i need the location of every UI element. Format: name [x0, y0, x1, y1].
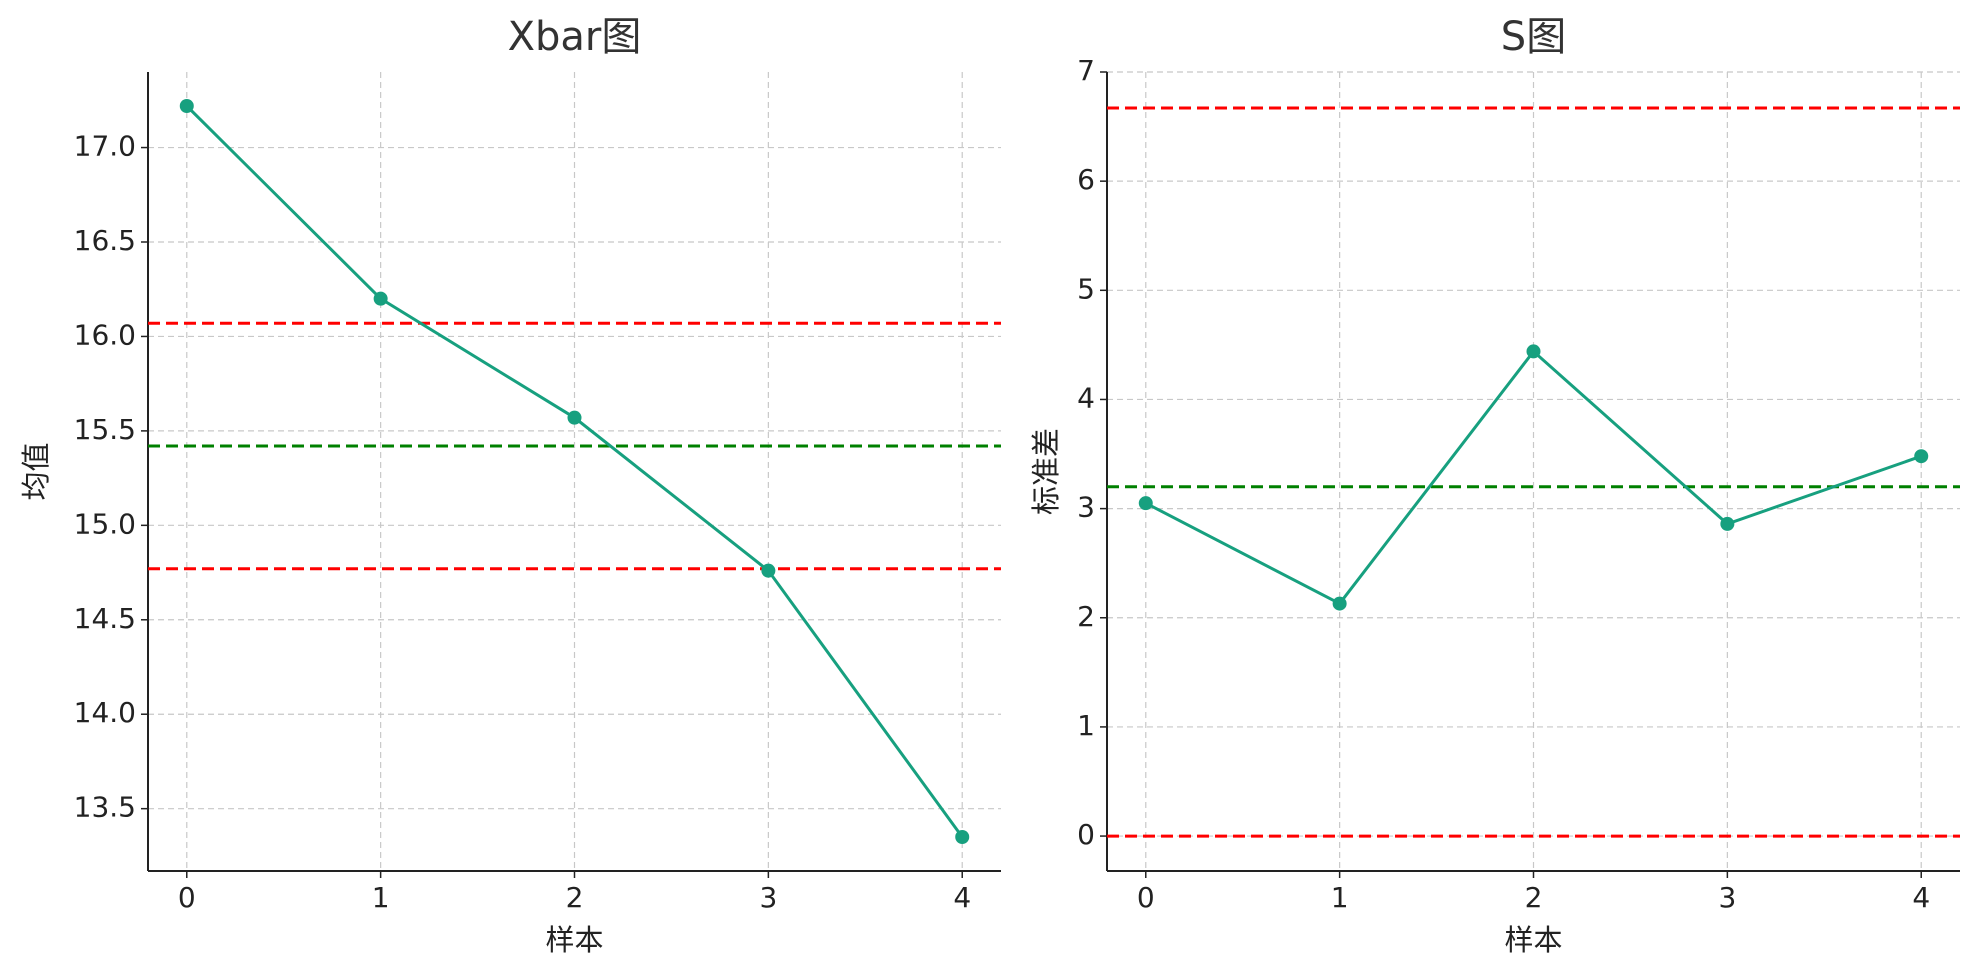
y-tick-label: 16.0	[74, 318, 136, 351]
y-tick-label: 15.0	[74, 507, 136, 540]
y-tick-label: 3	[1077, 491, 1095, 524]
chart-title: Xbar图	[508, 14, 642, 60]
y-tick-label: 0	[1077, 818, 1095, 851]
y-tick-label: 5	[1077, 272, 1095, 305]
x-axis-label: 样本	[1504, 923, 1562, 957]
y-tick-label: 15.5	[74, 413, 136, 446]
x-tick-label: 1	[1331, 881, 1349, 914]
x-tick-label: 2	[1525, 881, 1543, 914]
data-point	[761, 563, 776, 578]
y-tick-label: 7	[1077, 54, 1095, 87]
x-tick-label: 0	[178, 881, 196, 914]
y-axis-label: 均值	[19, 442, 53, 500]
y-tick-label: 13.5	[74, 791, 136, 824]
y-tick-label: 14.5	[74, 602, 136, 635]
x-axis-label: 样本	[545, 923, 603, 957]
chart-title: S图	[1501, 14, 1566, 60]
x-tick-label: 1	[372, 881, 390, 914]
x-tick-label: 0	[1137, 881, 1155, 914]
data-point	[1526, 344, 1541, 359]
x-tick-label: 2	[566, 881, 584, 914]
data-point	[179, 99, 194, 113]
y-tick-label: 16.5	[74, 224, 136, 257]
data-point	[955, 830, 970, 844]
data-point	[373, 291, 388, 306]
data-point	[567, 410, 582, 425]
y-tick-label: 14.0	[74, 696, 136, 729]
data-point	[1914, 449, 1929, 464]
x-tick-label: 3	[759, 881, 777, 914]
y-tick-label: 6	[1077, 163, 1095, 196]
y-tick-label: 1	[1077, 709, 1095, 742]
y-tick-label: 4	[1077, 381, 1095, 414]
y-tick-label: 2	[1077, 600, 1095, 633]
y-tick-label: 17.0	[74, 130, 136, 163]
data-point	[1138, 496, 1153, 511]
x-tick-label: 3	[1718, 881, 1736, 914]
data-point	[1720, 516, 1735, 531]
x-tick-label: 4	[1912, 881, 1930, 914]
data-point	[1332, 596, 1347, 611]
x-tick-label: 4	[953, 881, 971, 914]
y-axis-label: 标准差	[1029, 428, 1063, 515]
